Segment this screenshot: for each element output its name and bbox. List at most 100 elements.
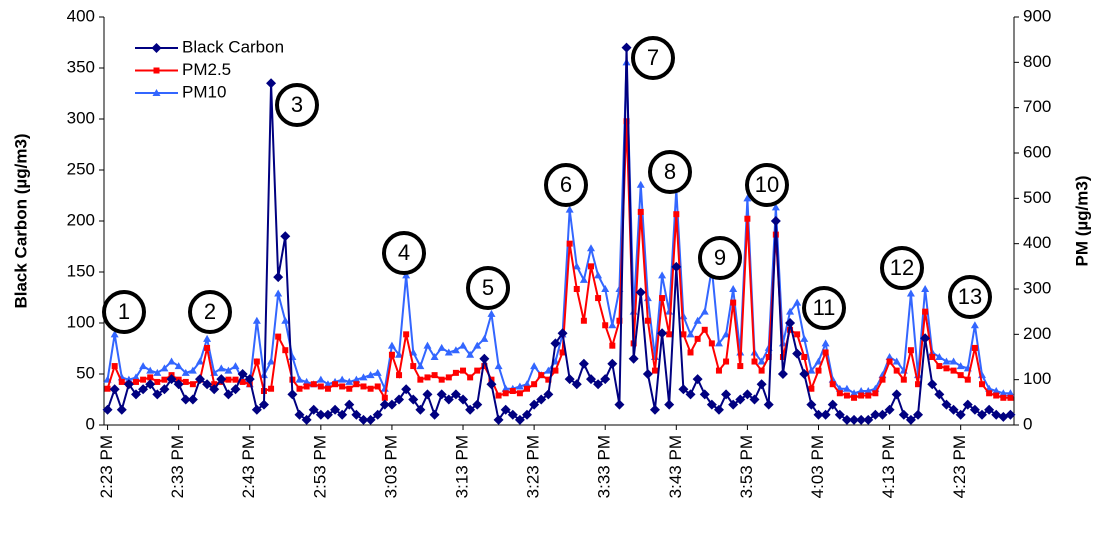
marker [140, 376, 147, 383]
marker [244, 374, 255, 385]
marker [864, 387, 873, 394]
marker [906, 289, 915, 297]
marker [900, 376, 907, 383]
marker [969, 404, 980, 415]
annotation-label: 3 [291, 92, 303, 117]
marker [744, 215, 751, 222]
marker [728, 399, 739, 410]
marker [799, 369, 810, 379]
marker [586, 244, 595, 252]
marker [708, 340, 715, 347]
marker [138, 384, 149, 395]
marker [579, 275, 588, 283]
marker [487, 309, 496, 317]
marker [992, 387, 1001, 394]
marker [522, 409, 533, 420]
annotation-label: 8 [664, 159, 676, 184]
marker [827, 399, 838, 410]
marker [699, 389, 710, 400]
marker [979, 381, 986, 388]
marker [595, 295, 602, 302]
marker [678, 384, 689, 395]
marker [765, 354, 772, 360]
marker [822, 349, 829, 356]
marker [737, 363, 744, 370]
marker [877, 409, 888, 420]
marker [180, 394, 191, 405]
marker [649, 404, 660, 415]
annotation-circle [880, 246, 924, 290]
marker [509, 388, 516, 394]
marker [123, 379, 134, 390]
marker [479, 353, 490, 364]
marker [415, 404, 426, 415]
marker [659, 295, 666, 302]
marker [658, 271, 667, 279]
marker [821, 339, 830, 347]
marker [515, 382, 524, 390]
marker [884, 404, 895, 415]
y2-tick-label: 900 [1023, 6, 1051, 25]
marker [359, 373, 368, 381]
marker [386, 399, 397, 410]
marker [231, 362, 240, 370]
marker [280, 231, 291, 242]
y-tick-label: 150 [67, 261, 95, 280]
marker [480, 334, 489, 342]
marker [614, 399, 625, 410]
y2-tick-label: 600 [1023, 142, 1051, 161]
marker [693, 316, 702, 324]
marker [344, 399, 355, 410]
marker [401, 384, 412, 395]
marker [153, 368, 162, 376]
marker [834, 409, 845, 420]
marker [1007, 394, 1014, 401]
marker [500, 404, 511, 415]
marker [751, 358, 758, 365]
marker [872, 390, 879, 397]
marker [572, 262, 581, 270]
marker [181, 368, 190, 376]
marker [353, 381, 360, 388]
y2-tick-label: 400 [1023, 233, 1051, 252]
annotation-label: 10 [755, 172, 779, 197]
marker [102, 404, 113, 415]
marker [275, 333, 282, 340]
marker [970, 321, 979, 329]
marker [316, 375, 325, 383]
marker [929, 354, 936, 360]
marker [637, 208, 644, 215]
marker [942, 357, 951, 365]
marker [666, 331, 673, 338]
marker [723, 358, 730, 365]
marker [295, 375, 304, 383]
marker [957, 372, 964, 379]
marker [858, 392, 865, 399]
marker [829, 381, 836, 388]
marker [452, 369, 459, 376]
marker [857, 387, 866, 394]
marker [387, 341, 396, 349]
marker [514, 414, 525, 425]
marker [154, 378, 161, 385]
marker [1006, 389, 1015, 397]
marker [422, 389, 433, 400]
marker [317, 383, 324, 390]
marker [338, 375, 347, 383]
marker [189, 381, 196, 388]
annotation-circle [382, 231, 426, 275]
marker [743, 194, 752, 202]
marker [998, 411, 1009, 422]
marker [927, 379, 938, 390]
marker [486, 379, 497, 390]
marker [529, 399, 540, 410]
annotation-circle [745, 163, 789, 207]
marker [664, 399, 675, 410]
legend-label: PM2.5 [182, 60, 231, 79]
marker [950, 367, 957, 374]
marker [211, 381, 218, 388]
y2-tick-label: 300 [1023, 278, 1051, 297]
x-tick-label: 3:03 PM [381, 435, 400, 498]
marker [730, 299, 737, 306]
marker [360, 383, 367, 390]
